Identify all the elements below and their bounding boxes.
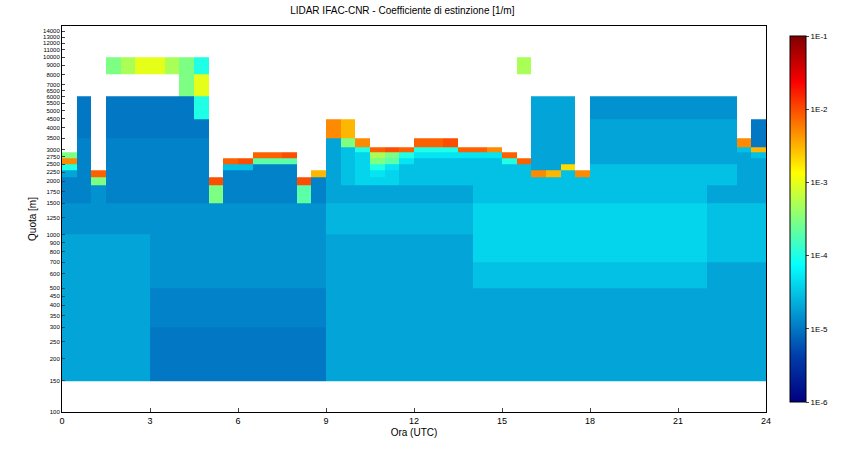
svg-text:1E-3: 1E-3 — [811, 178, 828, 187]
svg-text:21: 21 — [673, 416, 683, 426]
svg-text:7000: 7000 — [46, 82, 60, 88]
svg-text:5500: 5500 — [46, 100, 60, 106]
svg-text:1E-2: 1E-2 — [811, 105, 828, 114]
svg-text:2500: 2500 — [46, 161, 60, 167]
svg-text:100: 100 — [50, 409, 61, 415]
svg-text:1000: 1000 — [46, 232, 60, 238]
svg-text:4500: 4500 — [46, 116, 60, 122]
svg-text:1E-6: 1E-6 — [811, 398, 828, 407]
svg-text:800: 800 — [50, 249, 61, 255]
svg-text:1E-4: 1E-4 — [811, 251, 828, 260]
svg-text:Ora (UTC): Ora (UTC) — [391, 427, 438, 438]
svg-text:300: 300 — [50, 324, 61, 330]
svg-text:2750: 2750 — [46, 154, 60, 160]
svg-text:450: 450 — [50, 293, 61, 299]
svg-text:400: 400 — [50, 302, 61, 308]
svg-text:9000: 9000 — [46, 62, 60, 68]
svg-text:10000: 10000 — [43, 54, 60, 60]
svg-text:500: 500 — [50, 285, 61, 291]
svg-text:12000: 12000 — [43, 40, 60, 46]
svg-text:250: 250 — [50, 339, 61, 345]
svg-text:5000: 5000 — [46, 108, 60, 114]
svg-text:2000: 2000 — [46, 178, 60, 184]
svg-text:15: 15 — [497, 416, 507, 426]
svg-text:14000: 14000 — [43, 28, 60, 34]
svg-text:350: 350 — [50, 313, 61, 319]
svg-text:3: 3 — [147, 416, 152, 426]
svg-text:1250: 1250 — [46, 215, 60, 221]
svg-text:1750: 1750 — [46, 189, 60, 195]
svg-text:24: 24 — [761, 416, 771, 426]
svg-text:6: 6 — [235, 416, 240, 426]
svg-text:12: 12 — [409, 416, 419, 426]
svg-text:1500: 1500 — [46, 200, 60, 206]
svg-text:13000: 13000 — [43, 34, 60, 40]
svg-text:9: 9 — [323, 416, 328, 426]
svg-text:6000: 6000 — [46, 94, 60, 100]
svg-text:3500: 3500 — [46, 135, 60, 141]
svg-text:1E-5: 1E-5 — [811, 325, 828, 334]
svg-text:600: 600 — [50, 271, 61, 277]
svg-text:2250: 2250 — [46, 169, 60, 175]
svg-text:3000: 3000 — [46, 147, 60, 153]
svg-text:900: 900 — [50, 240, 61, 246]
svg-text:4000: 4000 — [46, 125, 60, 131]
svg-text:8000: 8000 — [46, 72, 60, 78]
svg-text:11000: 11000 — [44, 47, 61, 53]
svg-text:1E-1: 1E-1 — [811, 32, 828, 41]
svg-text:0: 0 — [59, 416, 64, 426]
svg-text:Quota [m]: Quota [m] — [27, 197, 38, 241]
svg-text:150: 150 — [50, 378, 61, 384]
svg-text:200: 200 — [50, 356, 61, 362]
svg-text:18: 18 — [585, 416, 595, 426]
svg-text:700: 700 — [50, 259, 61, 265]
svg-text:LIDAR IFAC-CNR - Coefficiente: LIDAR IFAC-CNR - Coefficiente di estinzi… — [290, 5, 515, 16]
svg-text:6500: 6500 — [46, 88, 60, 94]
